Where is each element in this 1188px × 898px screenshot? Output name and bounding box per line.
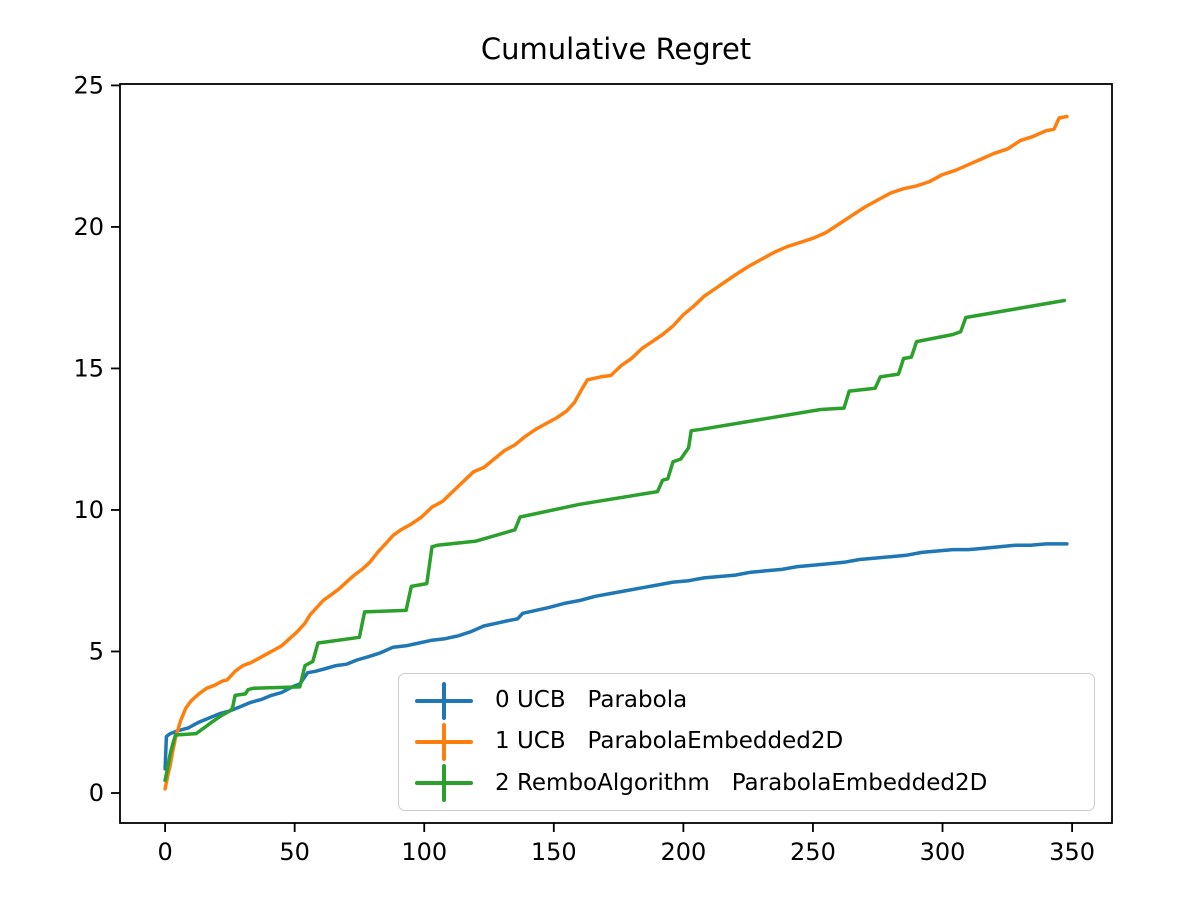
x-tick-label: 200 bbox=[660, 838, 706, 866]
x-tick-label: 350 bbox=[1049, 838, 1095, 866]
y-tick-label: 20 bbox=[73, 213, 104, 241]
legend-label-series-1: 1 UCB ParabolaEmbedded2D bbox=[495, 728, 844, 755]
y-tick-label: 25 bbox=[73, 71, 104, 99]
legend-box: 0 UCB Parabola 1 UCB ParabolaEmbedded2D … bbox=[398, 673, 1095, 811]
series-line-2 bbox=[163, 298, 1067, 783]
errorbar-marker-icon bbox=[415, 722, 473, 761]
series-line-1 bbox=[163, 114, 1069, 791]
legend-label-series-2: 2 RemboAlgorithm ParabolaEmbedded2D bbox=[495, 769, 988, 796]
legend-row-0: 0 UCB Parabola bbox=[415, 681, 1084, 721]
y-tick-label: 15 bbox=[73, 354, 104, 382]
y-tick-label: 0 bbox=[89, 779, 104, 807]
x-tick-label: 50 bbox=[279, 838, 310, 866]
errorbar-marker-icon bbox=[415, 764, 473, 803]
x-tick-label: 150 bbox=[531, 838, 577, 866]
x-tick-label: 250 bbox=[790, 838, 836, 866]
x-tick-label: 0 bbox=[157, 838, 172, 866]
x-tick-label: 300 bbox=[920, 838, 966, 866]
plot-frame bbox=[119, 83, 1113, 824]
y-tick-label: 5 bbox=[89, 637, 104, 665]
x-tick-label: 100 bbox=[401, 838, 447, 866]
errorbar-marker-icon bbox=[415, 681, 473, 720]
legend-label-series-0: 0 UCB Parabola bbox=[495, 687, 688, 714]
y-tick-label: 10 bbox=[73, 496, 104, 524]
chart-title: Cumulative Regret bbox=[480, 32, 752, 66]
legend-row-2: 2 RemboAlgorithm ParabolaEmbedded2D bbox=[415, 763, 1084, 803]
legend-row-1: 1 UCB ParabolaEmbedded2D bbox=[415, 722, 1084, 762]
series-line-0 bbox=[163, 542, 1069, 771]
